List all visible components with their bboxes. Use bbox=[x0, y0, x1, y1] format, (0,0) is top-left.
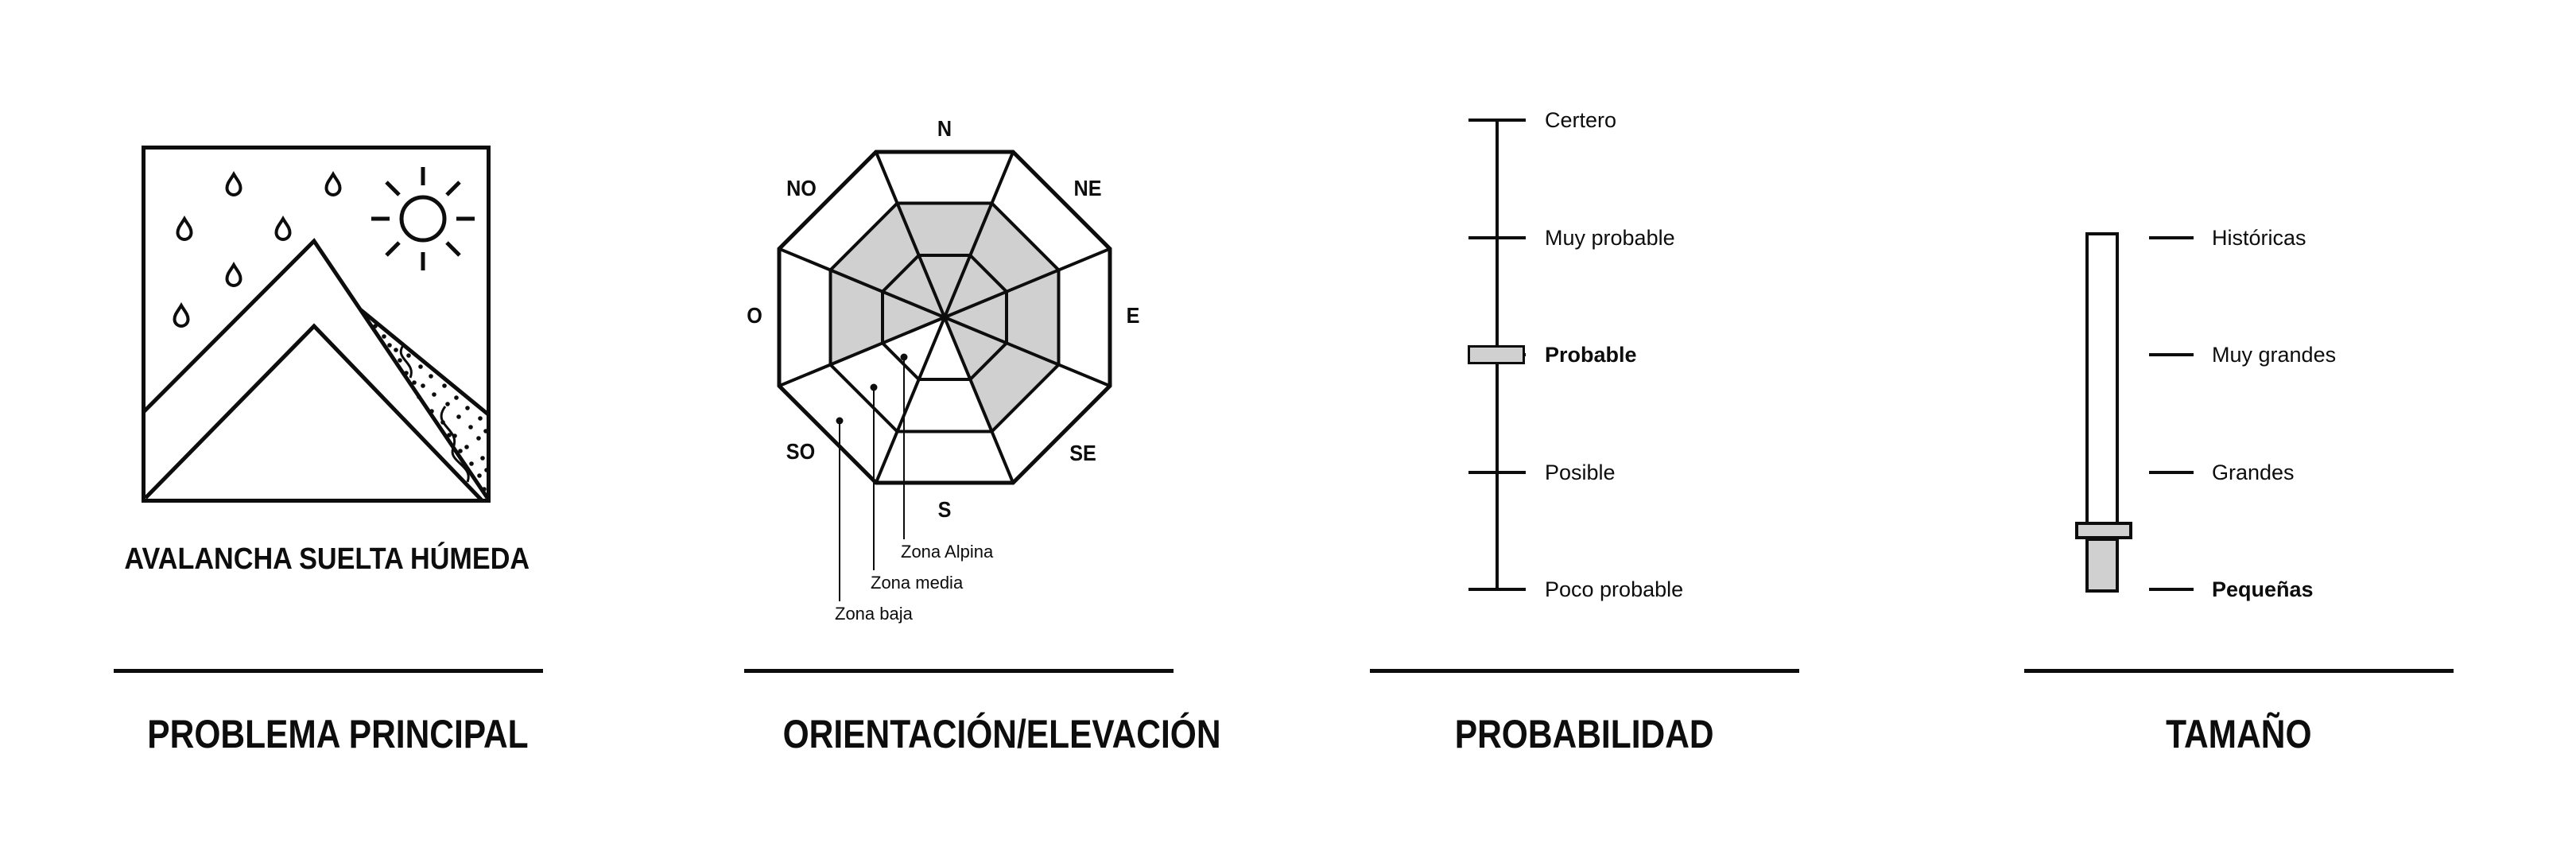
probability-tick-poco-probable bbox=[1468, 588, 1526, 591]
probability-tick-muy-probable bbox=[1468, 236, 1526, 239]
title-orientacion-elevacion: ORIENTACIÓN/ELEVACIÓN bbox=[782, 712, 1221, 756]
probability-label-probable: Probable bbox=[1545, 343, 1637, 367]
zone-callout-lines bbox=[839, 357, 905, 601]
title-probabilidad: PROBABILIDAD bbox=[1455, 712, 1714, 756]
size-label-pequenas: Pequeñas bbox=[2212, 577, 2314, 601]
compass-label-so: SO bbox=[786, 439, 816, 464]
zone-label-baja: Zona baja bbox=[835, 604, 913, 624]
title-problema-principal: PROBLEMA PRINCIPAL bbox=[147, 712, 529, 756]
rain-drops-icon bbox=[173, 170, 342, 328]
compass-label-e: E bbox=[1126, 303, 1140, 328]
divider-problema bbox=[114, 669, 543, 673]
mountain-icon bbox=[142, 238, 490, 502]
icon-frame bbox=[142, 146, 491, 503]
rose-spokes bbox=[778, 151, 1111, 484]
divider-orientacion bbox=[744, 669, 1174, 673]
size-tick-muy-grandes bbox=[2149, 353, 2194, 356]
probability-label-poco-probable: Poco probable bbox=[1545, 577, 1684, 601]
aspect-elevation-rose bbox=[777, 150, 1112, 601]
rose-middle-ring bbox=[828, 201, 1061, 433]
size-tick-grandes bbox=[2149, 471, 2194, 474]
size-tick-historicas bbox=[2149, 236, 2194, 239]
size-fill-segment bbox=[2085, 538, 2119, 593]
compass-label-no: NO bbox=[786, 176, 817, 200]
compass-label-n: N bbox=[937, 116, 952, 141]
zone-label-media: Zona media bbox=[871, 573, 964, 593]
zone-label-alpina: Zona Alpina bbox=[901, 542, 994, 562]
probability-label-muy-probable: Muy probable bbox=[1545, 226, 1675, 250]
sun-icon bbox=[371, 167, 475, 270]
divider-tamano bbox=[2024, 669, 2454, 673]
shaded-sectors bbox=[830, 203, 1059, 432]
rose-inner-ring bbox=[881, 254, 1008, 381]
compass-label-se: SE bbox=[1069, 441, 1096, 465]
divider-probabilidad bbox=[1370, 669, 1799, 673]
size-label-historicas: Históricas bbox=[2212, 226, 2306, 250]
debris-dots bbox=[373, 324, 489, 492]
zone-callout-dots bbox=[836, 353, 908, 425]
size-slider-collar bbox=[2075, 522, 2132, 539]
probability-label-certero: Certero bbox=[1545, 108, 1617, 132]
compass-label-ne: NE bbox=[1073, 176, 1102, 200]
wet-loose-avalanche-icon bbox=[142, 146, 491, 503]
size-tick-pequenas bbox=[2149, 588, 2194, 591]
size-label-grandes: Grandes bbox=[2212, 461, 2295, 484]
probability-tick-posible bbox=[1468, 471, 1526, 474]
probability-tick-certero bbox=[1468, 119, 1526, 122]
size-label-muy-grandes: Muy grandes bbox=[2212, 343, 2337, 367]
avalanche-problem-label: AVALANCHA SUELTA HÚMEDA bbox=[124, 542, 530, 576]
compass-label-s: S bbox=[937, 497, 952, 522]
rose-outer-ring bbox=[777, 150, 1112, 485]
probability-selected-marker bbox=[1468, 345, 1525, 364]
compass-label-o: O bbox=[747, 303, 762, 328]
title-tamano: TAMAÑO bbox=[2166, 712, 2312, 756]
probability-label-posible: Posible bbox=[1545, 461, 1616, 484]
